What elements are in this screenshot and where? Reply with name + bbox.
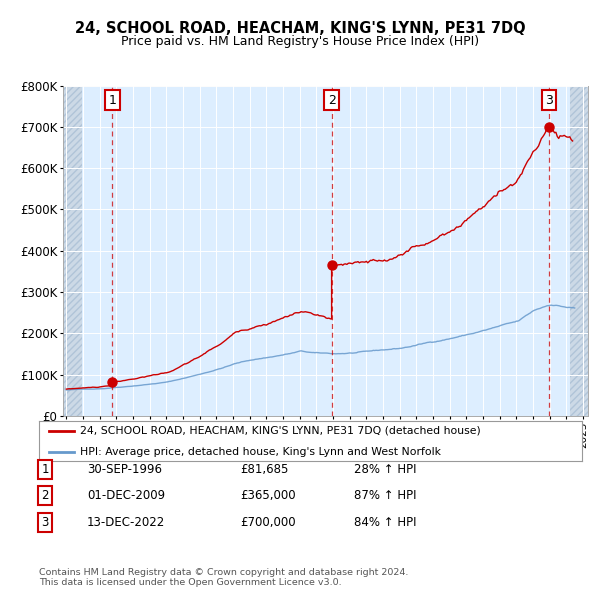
Text: 24, SCHOOL ROAD, HEACHAM, KING'S LYNN, PE31 7DQ: 24, SCHOOL ROAD, HEACHAM, KING'S LYNN, P…: [74, 21, 526, 35]
Text: 1: 1: [108, 94, 116, 107]
Text: £700,000: £700,000: [240, 516, 296, 529]
Bar: [571, 86, 588, 416]
Text: Price paid vs. HM Land Registry's House Price Index (HPI): Price paid vs. HM Land Registry's House …: [121, 35, 479, 48]
Text: 30-SEP-1996: 30-SEP-1996: [87, 463, 162, 476]
Text: 13-DEC-2022: 13-DEC-2022: [87, 516, 165, 529]
Text: 2: 2: [328, 94, 335, 107]
Bar: [63, 86, 82, 416]
Text: 87% ↑ HPI: 87% ↑ HPI: [354, 489, 416, 502]
Text: 84% ↑ HPI: 84% ↑ HPI: [354, 516, 416, 529]
Text: HPI: Average price, detached house, King's Lynn and West Norfolk: HPI: Average price, detached house, King…: [80, 447, 441, 457]
Text: 3: 3: [41, 516, 49, 529]
Text: £81,685: £81,685: [240, 463, 289, 476]
Text: 2: 2: [41, 489, 49, 502]
Text: £365,000: £365,000: [240, 489, 296, 502]
Text: 1: 1: [41, 463, 49, 476]
Text: 28% ↑ HPI: 28% ↑ HPI: [354, 463, 416, 476]
Text: 24, SCHOOL ROAD, HEACHAM, KING'S LYNN, PE31 7DQ (detached house): 24, SCHOOL ROAD, HEACHAM, KING'S LYNN, P…: [80, 426, 481, 436]
Text: Contains HM Land Registry data © Crown copyright and database right 2024.
This d: Contains HM Land Registry data © Crown c…: [39, 568, 409, 587]
Text: 01-DEC-2009: 01-DEC-2009: [87, 489, 165, 502]
Text: 3: 3: [545, 94, 553, 107]
